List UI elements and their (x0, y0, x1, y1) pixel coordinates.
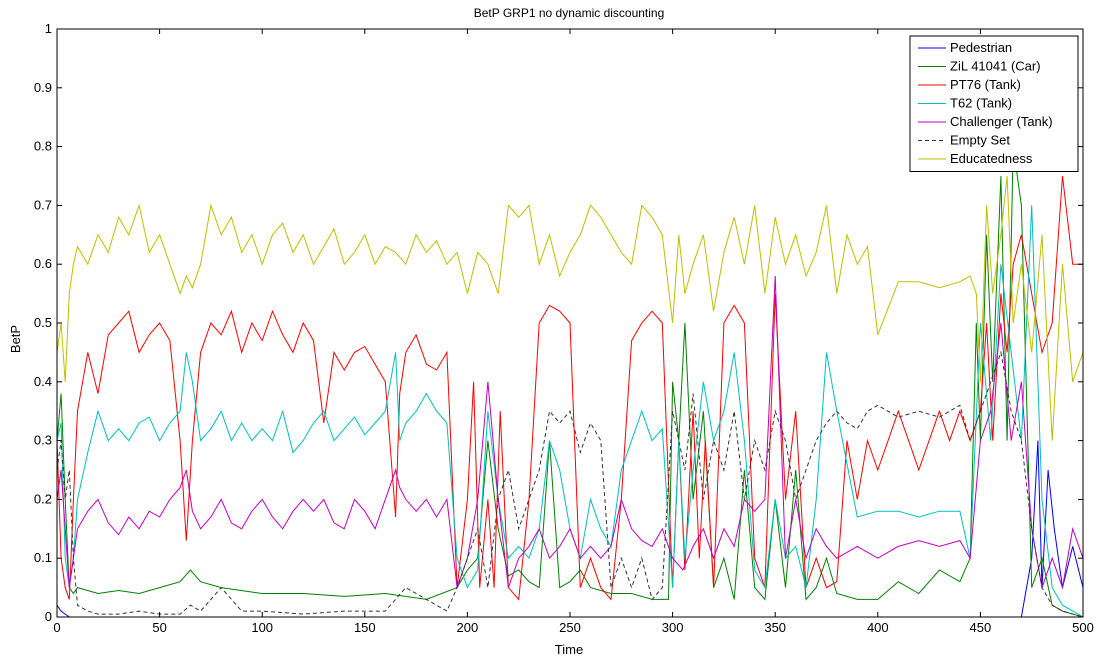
legend-label: Educatedness (950, 151, 1033, 166)
x-tick-label: 100 (251, 620, 273, 635)
legend-label: ZiL 41041 (Car) (950, 59, 1041, 74)
series-line-5 (57, 350, 1083, 617)
x-axis-label: Time (555, 642, 583, 657)
y-tick-label: 0.7 (34, 197, 52, 212)
x-axis: 0 50 100 150 200 250 300 350 400 450 500 (53, 29, 1094, 635)
chart-title: BetP GRP1 no dynamic discounting (474, 6, 665, 20)
x-tick-label: 50 (152, 620, 166, 635)
x-tick-label: 250 (559, 620, 581, 635)
series-line-2 (57, 175, 1083, 601)
series-line-1 (57, 146, 1083, 617)
legend-label: Challenger (Tank) (950, 114, 1053, 129)
x-tick-label: 500 (1072, 620, 1094, 635)
series-line-4 (57, 275, 1083, 590)
legend-label: PT76 (Tank) (950, 77, 1021, 92)
y-tick-label: 0.2 (34, 491, 52, 506)
y-tick-label: 0 (45, 609, 52, 624)
y-axis: 0 0.1 0.2 0.3 0.4 0.5 0.6 0.7 0.8 0.9 1 (34, 21, 1083, 624)
x-tick-label: 0 (53, 620, 60, 635)
series-line-6 (57, 175, 1083, 441)
y-tick-label: 1 (45, 21, 52, 36)
y-tick-label: 0.1 (34, 550, 52, 565)
y-tick-label: 0.9 (34, 80, 52, 95)
x-tick-label: 200 (457, 620, 479, 635)
legend-label: Pedestrian (950, 40, 1012, 55)
series-line-0 (57, 440, 1083, 617)
y-tick-label: 0.3 (34, 433, 52, 448)
x-tick-label: 350 (764, 620, 786, 635)
series-line-3 (57, 205, 1083, 617)
legend-label: T62 (Tank) (950, 96, 1012, 111)
y-tick-label: 0.6 (34, 256, 52, 271)
x-tick-label: 400 (867, 620, 889, 635)
y-tick-label: 0.5 (34, 315, 52, 330)
x-tick-label: 300 (662, 620, 684, 635)
x-tick-label: 150 (354, 620, 376, 635)
y-tick-label: 0.4 (34, 374, 52, 389)
y-axis-label: BetP (8, 325, 23, 353)
y-tick-label: 0.8 (34, 139, 52, 154)
x-tick-label: 450 (970, 620, 992, 635)
chart-legend: Pedestrian ZiL 41041 (Car) PT76 (Tank) T62 … (909, 35, 1079, 172)
legend-label: Empty Set (950, 133, 1010, 148)
